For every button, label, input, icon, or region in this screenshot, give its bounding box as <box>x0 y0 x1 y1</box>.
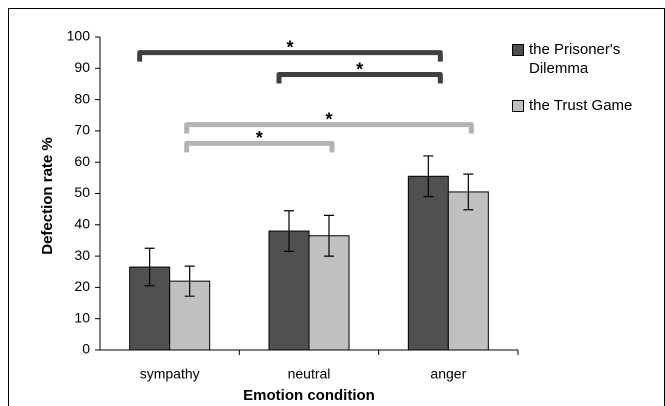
bar <box>407 175 449 351</box>
bar <box>447 191 489 351</box>
annotation: * <box>286 37 293 57</box>
y-tick-label: 20 <box>74 278 90 294</box>
x-tick-label: anger <box>430 366 466 382</box>
error-bar <box>144 247 155 287</box>
legend-label: the Trust Game <box>529 97 633 114</box>
y-tick-label: 50 <box>74 184 90 200</box>
x-axis-label: Emotion condition <box>243 387 375 404</box>
significance-bracket <box>137 50 443 62</box>
annotation: * <box>356 59 363 79</box>
y-axis-label: Defection rate % <box>39 137 56 255</box>
y-tick-label: 60 <box>74 153 90 169</box>
x-tick-label: neutral <box>288 366 331 382</box>
error-bar <box>423 155 434 198</box>
error-bar <box>324 214 334 257</box>
y-tick-label: 80 <box>74 90 90 106</box>
significance-bracket <box>184 122 474 134</box>
legend-swatch <box>512 44 524 56</box>
x-tick-label: sympathy <box>140 366 200 382</box>
y-tick-label: 30 <box>74 247 90 263</box>
error-bar <box>463 173 474 211</box>
legend-label: the Prisoner's Dilemma <box>529 41 621 77</box>
annotation: * <box>325 109 332 129</box>
legend-item: the Trust Game <box>512 96 662 115</box>
y-tick-label: 40 <box>74 216 90 232</box>
legend-swatch <box>512 100 524 112</box>
y-tick-label: 100 <box>67 28 91 44</box>
significance-bracket <box>276 72 443 84</box>
y-tick-label: 90 <box>74 59 90 75</box>
error-bar <box>284 210 294 253</box>
significance-bracket <box>184 140 335 153</box>
y-tick-label: 10 <box>74 309 90 325</box>
y-tick-label: 0 <box>82 341 90 357</box>
error-bar <box>184 265 195 297</box>
y-tick-label: 70 <box>74 122 90 138</box>
annotation: * <box>256 128 263 148</box>
legend-item: the Prisoner's Dilemma <box>512 40 652 78</box>
